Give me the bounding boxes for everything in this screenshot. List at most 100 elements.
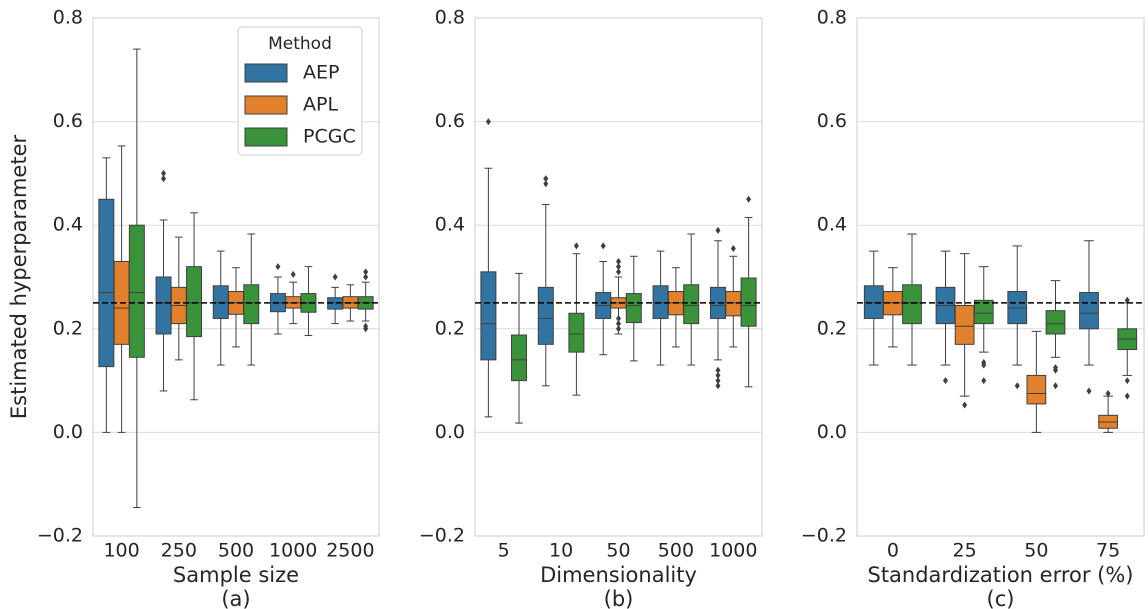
box — [652, 285, 669, 319]
axes-frame — [856, 17, 1145, 537]
outlier — [981, 377, 987, 385]
box — [1079, 292, 1099, 330]
outlier — [616, 268, 621, 276]
box — [155, 276, 172, 335]
legend-swatch — [244, 127, 288, 147]
outlier — [616, 257, 621, 265]
x-tick-label: 100 — [103, 540, 139, 562]
box — [568, 312, 585, 353]
outlier — [363, 268, 369, 276]
outlier — [746, 195, 752, 203]
outlier — [616, 325, 621, 333]
y-tick-label: 0.4 — [817, 214, 847, 236]
outlier — [543, 175, 549, 183]
x-tick-label: 5 — [498, 540, 510, 562]
box — [537, 286, 554, 345]
outlier — [715, 377, 721, 385]
y-tick-label: 0.2 — [53, 317, 83, 339]
y-tick-label: 0.2 — [435, 317, 465, 339]
box — [973, 299, 994, 325]
legend-label: AEP — [303, 62, 339, 84]
outlier — [1124, 377, 1130, 385]
box — [1007, 291, 1028, 325]
legend-label: PCGC — [303, 126, 356, 148]
outlier — [600, 242, 606, 250]
outlier — [962, 401, 968, 409]
outlier — [616, 263, 621, 271]
axes-frame — [92, 17, 380, 537]
outlier — [332, 273, 338, 281]
legend-label: APL — [303, 94, 338, 116]
box — [863, 285, 884, 319]
x-tick-label: 1000 — [709, 540, 757, 562]
legend-swatch — [244, 95, 288, 115]
box — [625, 293, 642, 324]
legend-swatch — [244, 63, 288, 83]
legend-title: Method — [268, 34, 332, 54]
x-axis-label: Standardization error (%) — [867, 563, 1133, 587]
outlier — [715, 366, 721, 374]
outlier — [363, 273, 369, 281]
outlier — [161, 169, 167, 177]
legend-box — [237, 26, 363, 156]
y-tick-label: 0.6 — [53, 110, 83, 132]
outlier — [161, 175, 167, 183]
x-tick-label: 2500 — [326, 540, 374, 562]
box — [480, 271, 497, 361]
caption: (a) — [221, 587, 250, 609]
outlier — [1053, 382, 1059, 390]
outlier — [715, 226, 721, 234]
outlier — [1053, 364, 1059, 372]
x-tick-label: 0 — [887, 540, 899, 562]
outlier — [715, 371, 721, 379]
box — [902, 284, 922, 325]
y-tick-label: 0.6 — [435, 110, 465, 132]
outlier — [1086, 387, 1092, 395]
y-tick-label: 0.2 — [817, 317, 847, 339]
box — [725, 291, 742, 317]
box — [212, 285, 229, 319]
box — [1026, 374, 1047, 405]
box — [98, 198, 115, 368]
box — [128, 224, 145, 358]
outlier — [543, 180, 549, 188]
y-tick-label: −0.2 — [37, 525, 83, 547]
outlier — [715, 382, 721, 390]
axes-frame — [474, 17, 763, 537]
box — [683, 284, 700, 325]
y-tick-label: −0.2 — [801, 525, 847, 547]
x-axis-label: Dimensionality — [540, 563, 697, 587]
y-tick-label: 0.0 — [817, 421, 847, 443]
x-tick-label: 75 — [1096, 540, 1120, 562]
x-tick-label: 10 — [549, 540, 573, 562]
box — [243, 284, 260, 325]
outlier — [290, 270, 296, 278]
x-axis-label: Sample size — [173, 563, 299, 587]
x-tick-label: 500 — [218, 540, 254, 562]
outlier — [275, 263, 281, 271]
y-tick-label: 0.6 — [817, 110, 847, 132]
y-tick-label: 0.0 — [53, 421, 83, 443]
box — [186, 266, 203, 338]
x-tick-label: 50 — [1024, 540, 1048, 562]
x-tick-label: 1000 — [269, 540, 317, 562]
outlier — [573, 242, 579, 250]
outlier — [1124, 296, 1130, 304]
outlier — [485, 118, 491, 126]
outlier — [363, 322, 369, 330]
outlier — [616, 314, 621, 322]
outlier — [1014, 382, 1020, 390]
outlier — [1105, 390, 1111, 398]
y-tick-label: 0.0 — [435, 421, 465, 443]
x-tick-label: 500 — [658, 540, 694, 562]
box — [740, 277, 757, 327]
box — [954, 304, 975, 345]
outlier — [942, 377, 948, 385]
x-tick-label: 250 — [161, 540, 197, 562]
caption: (b) — [604, 587, 634, 609]
box — [511, 334, 528, 382]
x-tick-label: 50 — [606, 540, 630, 562]
outlier — [616, 320, 621, 328]
y-axis-label: Estimated hyperparameter — [7, 135, 31, 420]
